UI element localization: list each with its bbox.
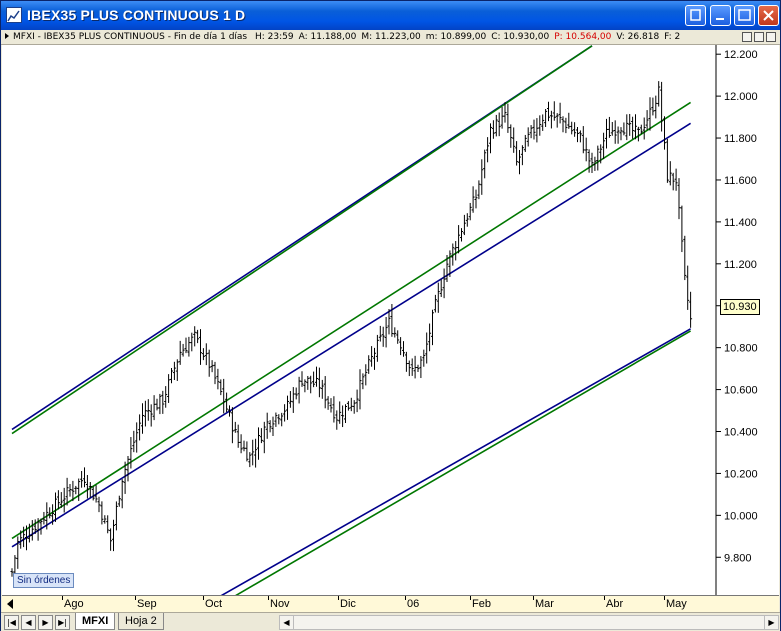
minimize-icon (690, 9, 701, 21)
symbol-label: MFXI (13, 32, 35, 42)
date-label: Sep (137, 598, 157, 610)
date-tick (604, 596, 605, 600)
title-bar[interactable]: IBEX35 PLUS CONTINUOUS 1 D (1, 1, 780, 30)
date-label: Ago (64, 598, 84, 610)
sheet-tab-bar: |◀ ◀ ▶ ▶| MFXI Hoja 2 ◀ ▶ (1, 612, 780, 631)
arrow-right-icon (5, 33, 9, 39)
close-icon (763, 10, 774, 21)
scroll-left-icon[interactable] (4, 598, 15, 610)
price-chart[interactable]: 12.20012.00011.80011.60011.40011.20011.0… (2, 45, 779, 595)
next-sheet-button[interactable]: ▶ (38, 615, 53, 630)
quote-field-p: P: 10.564,00 (554, 32, 612, 42)
quote-fields: H: 23:59 A: 11.188,00 M: 11.223,00 m: 10.89… (250, 32, 680, 42)
trend-line-blue (11, 122, 692, 548)
date-tick (664, 596, 665, 600)
sheet-tab-hoja-2[interactable]: Hoja 2 (118, 613, 164, 630)
date-tick (203, 596, 204, 600)
last-sheet-button[interactable]: ▶| (55, 615, 70, 630)
quote-field-f: F: 2 (664, 32, 681, 42)
date-label: Feb (472, 598, 491, 610)
sheet-tab-mfxi[interactable]: MFXI (75, 613, 116, 630)
date-label: Nov (270, 598, 290, 610)
y-tick-label: 10.800 (724, 343, 758, 355)
date-tick (338, 596, 339, 600)
trend-line-green (11, 45, 593, 435)
y-tick-label: 9.800 (724, 552, 752, 564)
date-label: May (666, 598, 687, 610)
y-tick-label: 10.600 (724, 385, 758, 397)
orders-status-badge: Sin órdenes (13, 573, 75, 588)
y-tick-label: 10.000 (724, 510, 758, 522)
date-tick (135, 596, 136, 600)
first-sheet-button[interactable]: |◀ (4, 615, 19, 630)
quote-field-c: C: 10.930,00 (491, 32, 550, 42)
price-chart-svg: 12.20012.00011.80011.60011.40011.20011.0… (10, 45, 758, 595)
quote-field-h: H: 23:59 (255, 32, 294, 42)
date-label: Mar (535, 598, 554, 610)
date-label: Oct (205, 598, 223, 610)
y-tick-label: 11.800 (724, 133, 757, 145)
y-tick-label: 12.200 (724, 49, 758, 61)
window-title: IBEX35 PLUS CONTINUOUS 1 D (27, 7, 246, 23)
y-tick-label: 10.200 (724, 468, 758, 480)
date-tick (533, 596, 534, 600)
y-tick-label: 11.600 (724, 175, 757, 187)
restore-button[interactable] (710, 5, 731, 26)
trend-line-green (235, 330, 692, 595)
date-label: 06 (407, 598, 420, 610)
close-button[interactable] (758, 5, 779, 26)
y-tick-label: 10.400 (724, 427, 758, 439)
chart-app-icon (6, 7, 22, 23)
inner-close-button[interactable] (766, 32, 776, 42)
scroll-left-arrow-icon[interactable]: ◀ (280, 616, 294, 629)
quote-field-m: M: 11.223,00 (361, 32, 421, 42)
inner-maximize-button[interactable] (754, 32, 764, 42)
date-axis: Ago Sep Oct Nov Dic 06 Feb Mar Abr May (2, 595, 779, 612)
maximize-icon (738, 9, 751, 21)
date-label: Dic (340, 598, 356, 610)
quote-field-v: V: 26.818 (616, 32, 660, 42)
quote-field-a: A: 11.188,00 (298, 32, 357, 42)
quote-info-bar: MFXI - IBEX35 PLUS CONTINUOUS - Fin de d… (1, 30, 780, 45)
inner-window-controls (740, 32, 776, 48)
horizontal-scrollbar[interactable]: ◀ ▶ (279, 615, 779, 630)
trend-line-blue (220, 328, 691, 595)
minimize-button[interactable] (685, 5, 706, 26)
date-label: Abr (606, 598, 624, 610)
date-tick (62, 596, 63, 600)
date-tick (268, 596, 269, 600)
maximize-button[interactable] (734, 5, 755, 26)
y-tick-label: 11.400 (724, 217, 757, 229)
date-tick (405, 596, 406, 600)
scroll-right-arrow-icon[interactable]: ▶ (764, 616, 778, 629)
quote-field-m: m: 10.899,00 (425, 32, 487, 42)
last-price-tag: 10.930 (720, 299, 760, 315)
prev-sheet-button[interactable]: ◀ (21, 615, 36, 630)
date-tick (470, 596, 471, 600)
y-tick-label: 11.200 (724, 259, 757, 271)
restore-icon (716, 18, 724, 20)
y-tick-label: 12.000 (724, 91, 758, 103)
inner-minimize-button[interactable] (742, 32, 752, 42)
series-description: IBEX35 PLUS CONTINUOUS - Fin de día 1 dí… (43, 32, 248, 42)
